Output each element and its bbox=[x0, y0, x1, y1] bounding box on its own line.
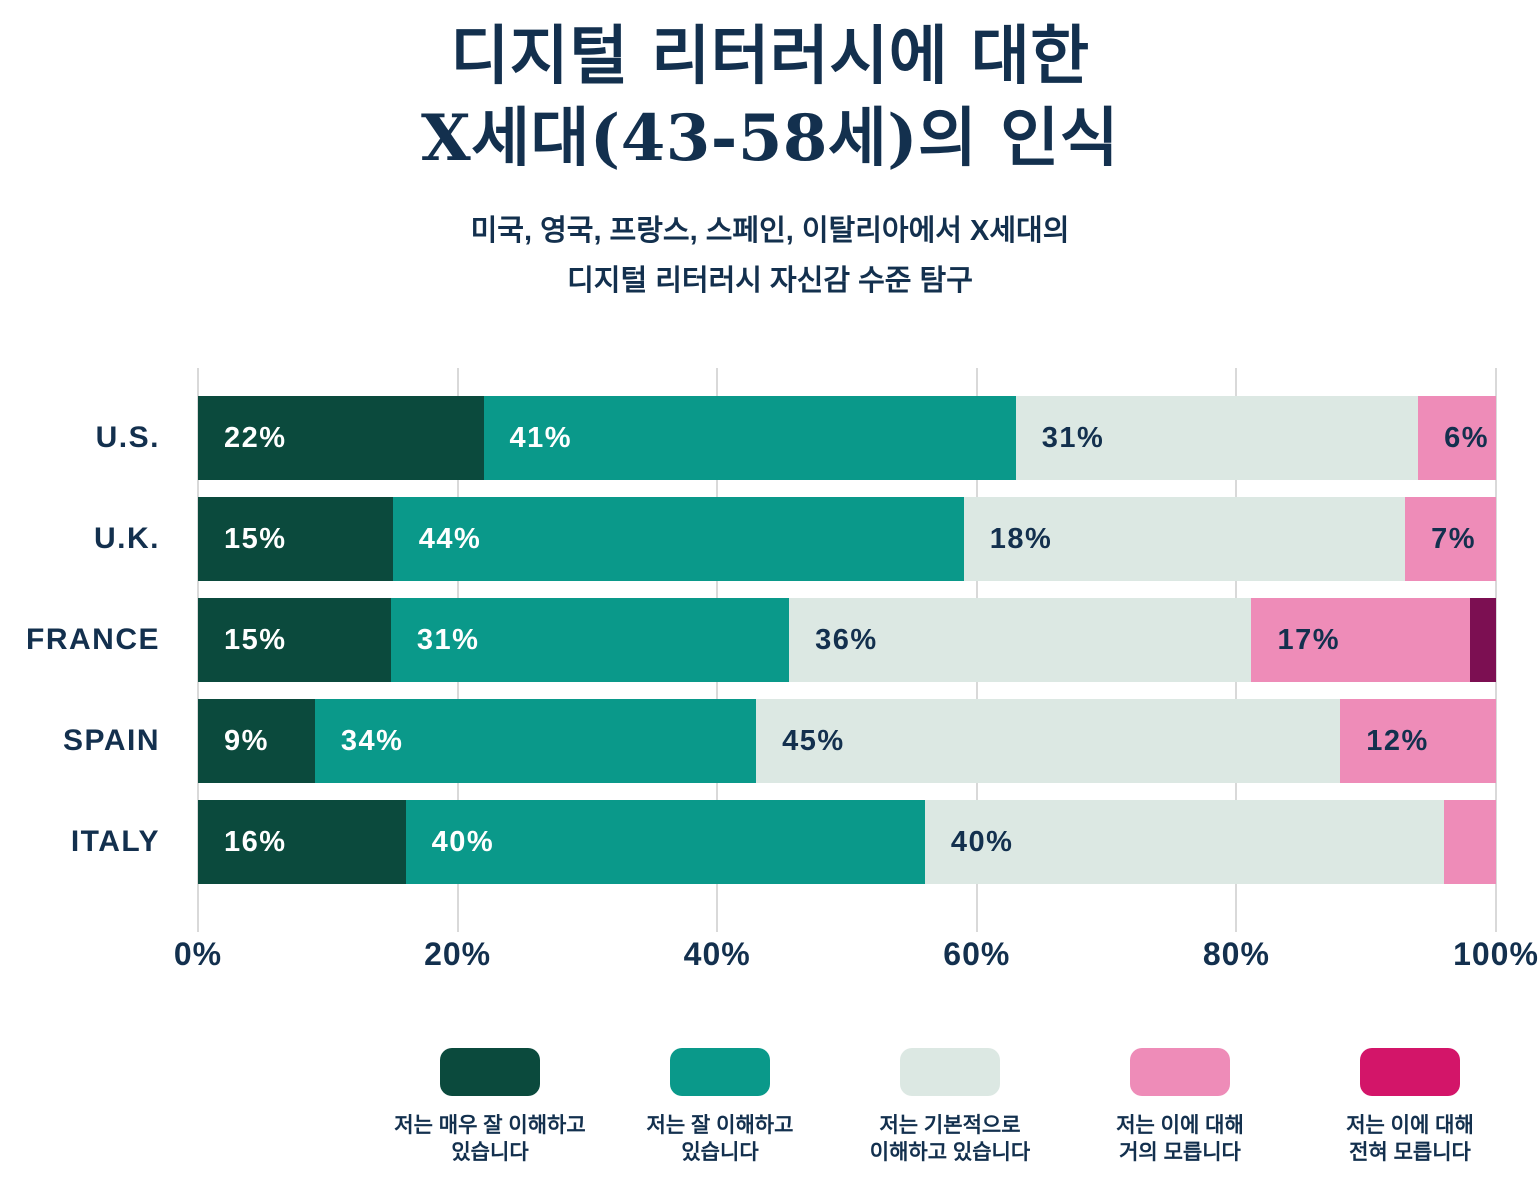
x-tick-label-0%: 0% bbox=[173, 936, 223, 972]
legend-label-4-line1: 저는 이에 대해 bbox=[1116, 1114, 1244, 1137]
chart-title-line1: 디지털 리터러시에 대한 bbox=[450, 19, 1090, 94]
bar-row-france: 15% 31% 36% 17% bbox=[198, 598, 1496, 682]
bar-row-uk: 15% 44% 18% 7% bbox=[198, 497, 1496, 581]
bar-segment-spain-1: 34% bbox=[314, 699, 757, 783]
chart-title: 디지털 리터러시에 대한 X세대(43-58세)의 인식 bbox=[0, 16, 1540, 180]
bar-row-us: 22% 41% 31% 6% bbox=[198, 396, 1496, 480]
bar-segment-italy-0: 16% bbox=[198, 800, 406, 884]
bar-segment-france-0: 15% bbox=[198, 598, 391, 682]
legend-label-2-line1: 저는 잘 이해하고 bbox=[646, 1114, 794, 1137]
legend-label-2-line2: 있습니다 bbox=[681, 1141, 759, 1164]
bar-segment-spain-3: 12% bbox=[1340, 699, 1496, 783]
category-label-spain: SPAIN bbox=[63, 724, 160, 757]
chart-subtitle-line2: 디지털 리터러시 자신감 수준 탐구 bbox=[567, 265, 973, 297]
legend-swatch-2 bbox=[670, 1048, 770, 1096]
bar-segment-uk-0: 15% bbox=[198, 497, 393, 581]
bar-segment-uk-1: 44% bbox=[392, 497, 964, 581]
bar-segment-italy-2: 40% bbox=[924, 800, 1445, 884]
legend-swatch-1 bbox=[440, 1048, 540, 1096]
legend-swatch-4 bbox=[1130, 1048, 1230, 1096]
legend-label-3-line2: 이해하고 있습니다 bbox=[869, 1141, 1031, 1164]
bar-segment-uk-3: 7% bbox=[1405, 497, 1496, 581]
category-label-france: FRANCE bbox=[26, 623, 160, 656]
bar-segment-uk-2: 18% bbox=[963, 497, 1406, 581]
bar-segment-france-2: 36% bbox=[789, 598, 1252, 682]
bar-row-spain: 9% 34% 45% 12% bbox=[198, 699, 1496, 783]
plot-area: 22% 41% 31% 6% 15% 44% 18% 7% 15% 31% 36% 17% 9% 34% 4… bbox=[197, 368, 1497, 932]
bar-segment-france-1: 31% bbox=[390, 598, 790, 682]
legend-swatch-5 bbox=[1360, 1048, 1460, 1096]
x-axis: 0% 20% 40% 60% 80% 100% bbox=[174, 936, 1538, 992]
legend-label-1-line2: 있습니다 bbox=[451, 1141, 529, 1164]
bar-segment-us-3: 6% bbox=[1418, 396, 1496, 480]
x-tick-label-20%: 20% bbox=[424, 936, 492, 972]
x-tick-label-80%: 80% bbox=[1202, 936, 1270, 972]
category-label-us: U.S. bbox=[95, 421, 160, 454]
category-label-uk: U.K. bbox=[94, 522, 160, 555]
category-label-italy: ITALY bbox=[70, 825, 160, 858]
bar-segment-italy-3 bbox=[1444, 800, 1496, 884]
bar-segment-us-2: 31% bbox=[1015, 396, 1419, 480]
legend-swatch-3 bbox=[900, 1048, 1000, 1096]
legend-label-5-line1: 저는 이에 대해 bbox=[1346, 1114, 1474, 1137]
chart-title-line2: X세대(43-58세)의 인식 bbox=[421, 101, 1119, 176]
legend-label-3-line1: 저는 기본적으로 bbox=[879, 1114, 1021, 1137]
bar-segment-us-0: 22% bbox=[198, 396, 484, 480]
gridline-100% bbox=[1495, 368, 1497, 932]
legend-label-1-line1: 저는 매우 잘 이해하고 bbox=[394, 1114, 586, 1137]
bar-segment-italy-1: 40% bbox=[405, 800, 925, 884]
chart-subtitle-line1: 미국, 영국, 프랑스, 스페인, 이탈리아에서 X세대의 bbox=[470, 215, 1070, 247]
bar-segment-france-4 bbox=[1470, 598, 1496, 682]
bar-segment-spain-2: 45% bbox=[756, 699, 1341, 783]
bar-segment-us-1: 41% bbox=[483, 396, 1016, 480]
bar-row-italy: 16% 40% 40% bbox=[198, 800, 1496, 884]
x-tick-label-100%: 100% bbox=[1453, 936, 1539, 972]
bar-segment-spain-0: 9% bbox=[198, 699, 315, 783]
legend-label-4-line2: 거의 모릅니다 bbox=[1119, 1141, 1241, 1164]
chart-subtitle: 미국, 영국, 프랑스, 스페인, 이탈리아에서 X세대의 디지털 리터러시 자… bbox=[0, 206, 1540, 306]
legend-label-5-line2: 전혀 모릅니다 bbox=[1349, 1141, 1471, 1164]
x-tick-label-60%: 60% bbox=[943, 936, 1011, 972]
x-tick-label-40%: 40% bbox=[683, 936, 751, 972]
bar-segment-france-3: 17% bbox=[1251, 598, 1470, 682]
